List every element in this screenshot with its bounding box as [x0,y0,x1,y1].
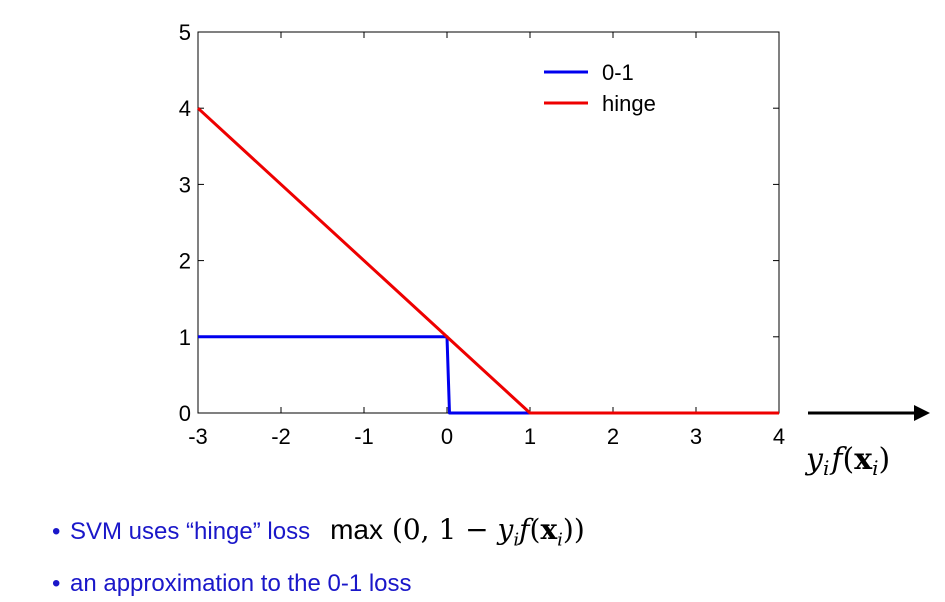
x-tick-label: -3 [188,424,208,449]
y-tick-label: 2 [179,249,191,274]
loss-chart: -3 -2 -1 0 1 2 3 4 0 1 2 3 4 5 0-1 hinge yif(xi) [179,20,930,480]
y-tick-label: 0 [179,401,191,426]
bullet-marker: • [52,570,61,597]
y-tick-label: 3 [179,172,191,197]
bullet-list: • SVM uses “hinge” loss max (0, 1 − yif(… [52,513,585,601]
x-tick-label: 2 [607,424,619,449]
bullet-item: • an approximation to the 0-1 loss [52,567,585,601]
bullet-marker: • [52,518,61,545]
bullet-text: SVM uses “hinge” loss [70,518,311,545]
x-axis-arrow [808,405,930,421]
x-tick-label: 1 [524,424,536,449]
axis-tick-labels: -3 -2 -1 0 1 2 3 4 0 1 2 3 4 5 [179,20,785,449]
y-tick-label: 5 [179,20,191,45]
bullet-text: an approximation to the 0-1 loss [70,570,412,597]
plot-frame [197,31,780,414]
bullet-item: • SVM uses “hinge” loss max (0, 1 − yif(… [52,513,585,551]
x-axis-label: yif(xi) [804,442,890,480]
y-tick-label: 4 [179,96,191,121]
x-tick-label: 0 [441,424,453,449]
series-line-hinge [196,107,779,415]
axis-ticks [197,31,780,414]
legend-label-0-1: 0-1 [602,60,634,85]
x-tick-label: 4 [773,424,785,449]
legend: 0-1 hinge [544,60,656,116]
y-tick-label: 1 [179,325,191,350]
x-tick-label: 3 [690,424,702,449]
hinge-formula: max (0, 1 − yif(xi)) [330,513,585,551]
series-lines [196,107,779,415]
x-tick-label: -1 [354,424,374,449]
x-tick-label: -2 [271,424,291,449]
legend-label-hinge: hinge [602,91,656,116]
